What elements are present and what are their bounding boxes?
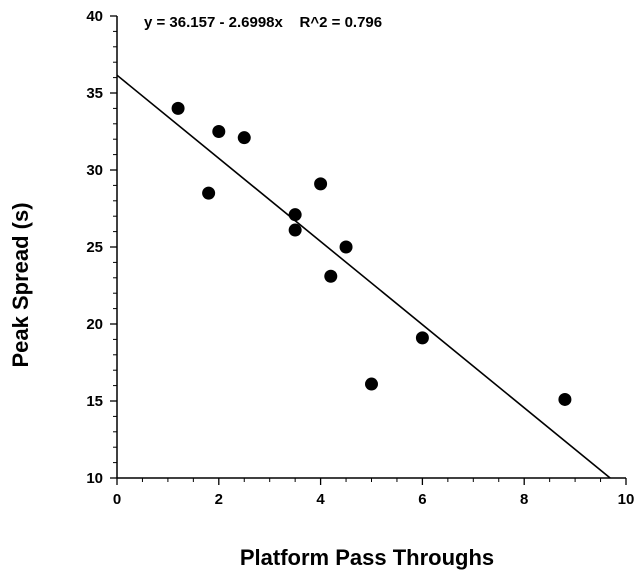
y-tick-label: 40 bbox=[86, 8, 103, 25]
major-ticks bbox=[110, 15, 627, 485]
x-tick-label: 0 bbox=[113, 491, 121, 508]
data-point bbox=[237, 131, 251, 145]
data-point bbox=[288, 208, 302, 222]
data-points bbox=[171, 101, 572, 406]
x-tick-label: 6 bbox=[418, 491, 426, 508]
x-tick-label: 8 bbox=[520, 491, 528, 508]
data-point bbox=[365, 377, 378, 391]
y-axis-title: Peak Spread (s) bbox=[8, 202, 33, 367]
data-point bbox=[415, 331, 429, 345]
x-tick-labels: 0 2 4 6 8 10 bbox=[113, 491, 635, 508]
x-tick-label: 10 bbox=[618, 491, 635, 508]
x-tick-label: 4 bbox=[316, 491, 325, 508]
minor-ticks bbox=[113, 30, 602, 482]
data-point bbox=[212, 125, 226, 138]
y-tick-label: 25 bbox=[86, 239, 103, 256]
y-tick-label: 15 bbox=[86, 393, 103, 410]
data-point bbox=[558, 392, 572, 406]
x-tick-label: 2 bbox=[215, 491, 223, 508]
y-tick-label: 35 bbox=[86, 85, 103, 102]
data-point bbox=[324, 269, 338, 283]
data-point bbox=[288, 223, 302, 237]
x-axis-title: Platform Pass Throughs bbox=[240, 545, 494, 570]
data-point bbox=[202, 186, 216, 200]
y-tick-label: 30 bbox=[86, 162, 103, 179]
y-tick-label: 10 bbox=[86, 470, 103, 487]
data-point bbox=[339, 240, 353, 254]
regression-line bbox=[116, 74, 611, 479]
data-point bbox=[314, 177, 328, 191]
regression-equation: y = 36.157 - 2.6998x R^2 = 0.796 bbox=[144, 14, 382, 31]
y-tick-labels: 10 15 20 25 30 35 40 bbox=[86, 8, 103, 487]
y-tick-label: 20 bbox=[86, 316, 103, 333]
data-point bbox=[171, 101, 185, 115]
